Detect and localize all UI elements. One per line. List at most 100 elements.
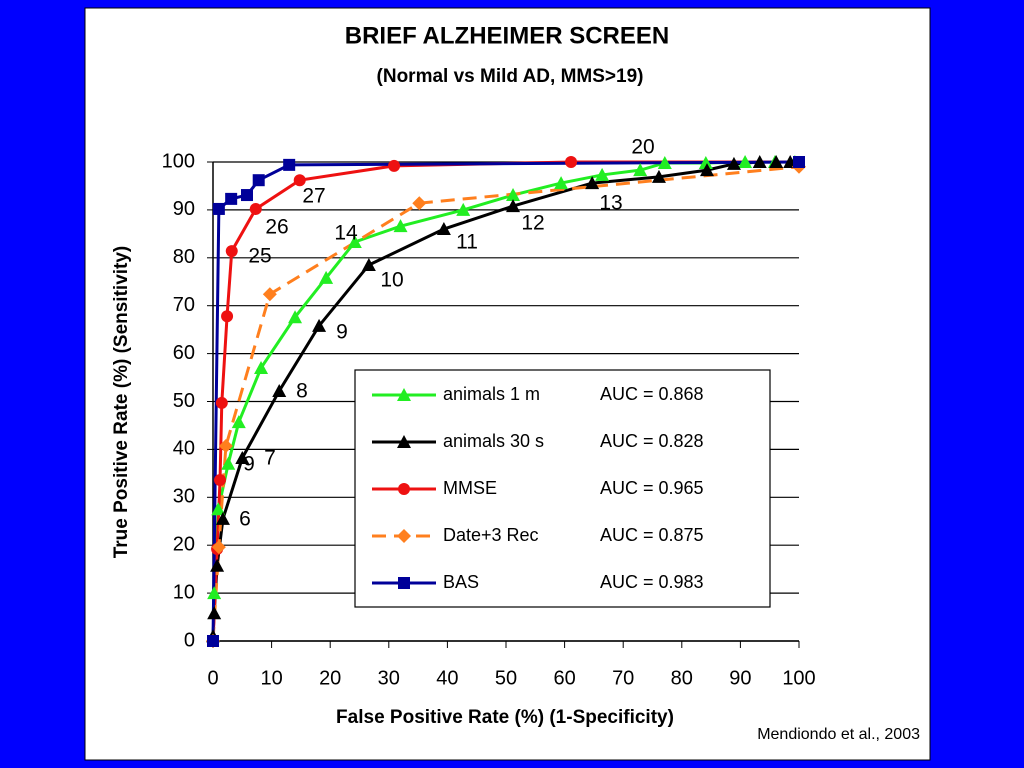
- y-tick-label: 30: [173, 486, 195, 508]
- point: [249, 202, 262, 215]
- point: [565, 156, 578, 168]
- y-axis-label: True Positive Rate (%) (Sensitivity): [111, 246, 132, 559]
- point: [585, 176, 600, 190]
- point: [769, 155, 784, 168]
- point: [221, 310, 234, 323]
- y-tick-label: 40: [173, 438, 195, 460]
- point: [633, 163, 648, 177]
- legend-auc: AUC = 0.875: [600, 525, 704, 545]
- chart-title: BRIEF ALZHEIMER SCREEN: [345, 22, 669, 49]
- legend-marker: [397, 529, 411, 543]
- y-tick-label: 0: [184, 629, 195, 651]
- y-tick-label: 70: [173, 294, 195, 316]
- annotation: 14: [334, 222, 358, 245]
- source: Mendiondo et al., 2003: [757, 726, 920, 743]
- point: [436, 222, 451, 236]
- legend-auc: AUC = 0.868: [600, 384, 704, 404]
- legend-label: MMSE: [443, 478, 497, 498]
- point: [412, 196, 427, 211]
- point: [361, 257, 376, 271]
- point: [215, 511, 230, 525]
- legend-marker: [398, 483, 410, 495]
- chart-subtitle: (Normal vs Mild AD, MMS>19): [377, 66, 644, 87]
- point: [506, 199, 521, 213]
- x-tick-label: 90: [729, 667, 751, 689]
- point: [319, 270, 334, 284]
- point: [262, 287, 277, 302]
- annotation: 7: [264, 447, 276, 470]
- x-tick-label: 60: [553, 667, 575, 689]
- point: [738, 155, 753, 168]
- point: [347, 234, 362, 248]
- x-tick-label: 70: [612, 667, 634, 689]
- point: [699, 163, 714, 177]
- annotation: 27: [302, 185, 325, 208]
- annotation: 20: [631, 136, 654, 159]
- point: [231, 415, 246, 429]
- legend-label: BAS: [443, 572, 479, 592]
- point: [506, 188, 521, 202]
- x-axis-label: False Positive Rate (%) (1-Specificity): [336, 707, 674, 728]
- point: [211, 540, 226, 555]
- annotation: 11: [456, 231, 478, 254]
- y-tick-label: 50: [173, 390, 195, 412]
- point: [698, 155, 713, 169]
- annotation: 13: [599, 192, 622, 215]
- annotation: 25: [248, 245, 271, 268]
- x-tick-label: 40: [436, 667, 458, 689]
- point: [212, 202, 225, 215]
- legend-label: animals 1 m: [443, 384, 540, 404]
- point: [293, 174, 306, 187]
- point: [221, 456, 236, 470]
- point: [235, 451, 250, 465]
- point: [254, 360, 269, 374]
- point: [214, 474, 227, 487]
- point: [283, 158, 296, 171]
- x-tick-label: 50: [495, 667, 517, 689]
- x-tick-label: 100: [782, 667, 815, 689]
- x-tick-label: 10: [260, 667, 282, 689]
- point: [225, 192, 238, 205]
- point: [215, 396, 228, 409]
- legend-marker: [397, 388, 411, 401]
- legend-auc: AUC = 0.983: [600, 572, 704, 592]
- y-tick-label: 90: [173, 198, 195, 220]
- x-tick-label: 20: [319, 667, 341, 689]
- point: [726, 156, 741, 170]
- point: [210, 558, 225, 572]
- annotation: 8: [296, 380, 308, 403]
- annotation: 12: [521, 212, 544, 235]
- annotation: 9: [243, 453, 255, 476]
- point: [207, 606, 222, 620]
- point: [657, 155, 672, 169]
- y-tick-label: 60: [173, 342, 195, 364]
- annotation: 9: [336, 321, 348, 344]
- annotation: 26: [265, 216, 288, 239]
- legend-marker: [398, 577, 410, 589]
- annotation: 10: [380, 269, 403, 292]
- point: [272, 383, 287, 397]
- legend-auc: AUC = 0.965: [600, 478, 704, 498]
- point: [554, 176, 569, 190]
- x-tick-label: 80: [671, 667, 693, 689]
- point: [288, 310, 303, 324]
- point: [225, 245, 238, 258]
- x-tick-label: 0: [207, 667, 218, 689]
- point: [218, 439, 233, 454]
- point: [207, 586, 222, 600]
- point: [252, 174, 265, 187]
- y-tick-label: 80: [173, 246, 195, 268]
- point: [793, 156, 805, 168]
- x-tick-label: 30: [378, 667, 400, 689]
- point: [211, 502, 226, 516]
- y-tick-label: 10: [173, 581, 195, 603]
- legend-label: animals 30 s: [443, 431, 544, 451]
- point: [207, 635, 219, 647]
- annotation: 6: [239, 508, 251, 531]
- point: [312, 318, 327, 332]
- point: [651, 169, 666, 183]
- point: [752, 155, 767, 168]
- y-tick-label: 100: [162, 150, 195, 172]
- legend-auc: AUC = 0.828: [600, 431, 704, 451]
